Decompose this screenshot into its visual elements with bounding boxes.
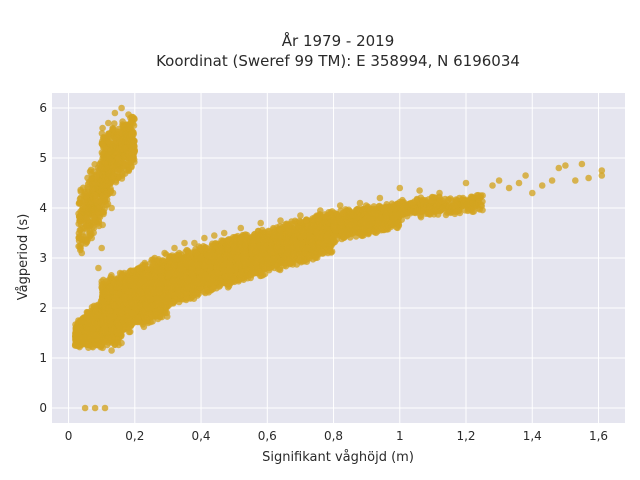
data-point	[100, 276, 107, 284]
data-point	[157, 306, 164, 314]
data-point	[107, 273, 114, 281]
data-point	[130, 282, 137, 290]
scatter-points	[71, 104, 606, 412]
data-point	[115, 322, 122, 330]
data-point	[104, 295, 112, 303]
data-point	[121, 295, 128, 303]
data-point	[145, 293, 153, 300]
data-point	[108, 334, 116, 341]
data-point	[144, 265, 152, 273]
data-point	[155, 286, 163, 294]
data-point	[86, 331, 94, 338]
data-point	[119, 270, 126, 278]
data-point	[110, 313, 118, 320]
data-point	[153, 264, 160, 271]
data-point	[143, 317, 150, 325]
data-point	[111, 302, 118, 310]
grid-lines	[52, 93, 625, 423]
data-point	[149, 318, 156, 325]
data-point	[145, 272, 152, 279]
data-point	[78, 318, 85, 325]
data-point	[106, 284, 114, 291]
